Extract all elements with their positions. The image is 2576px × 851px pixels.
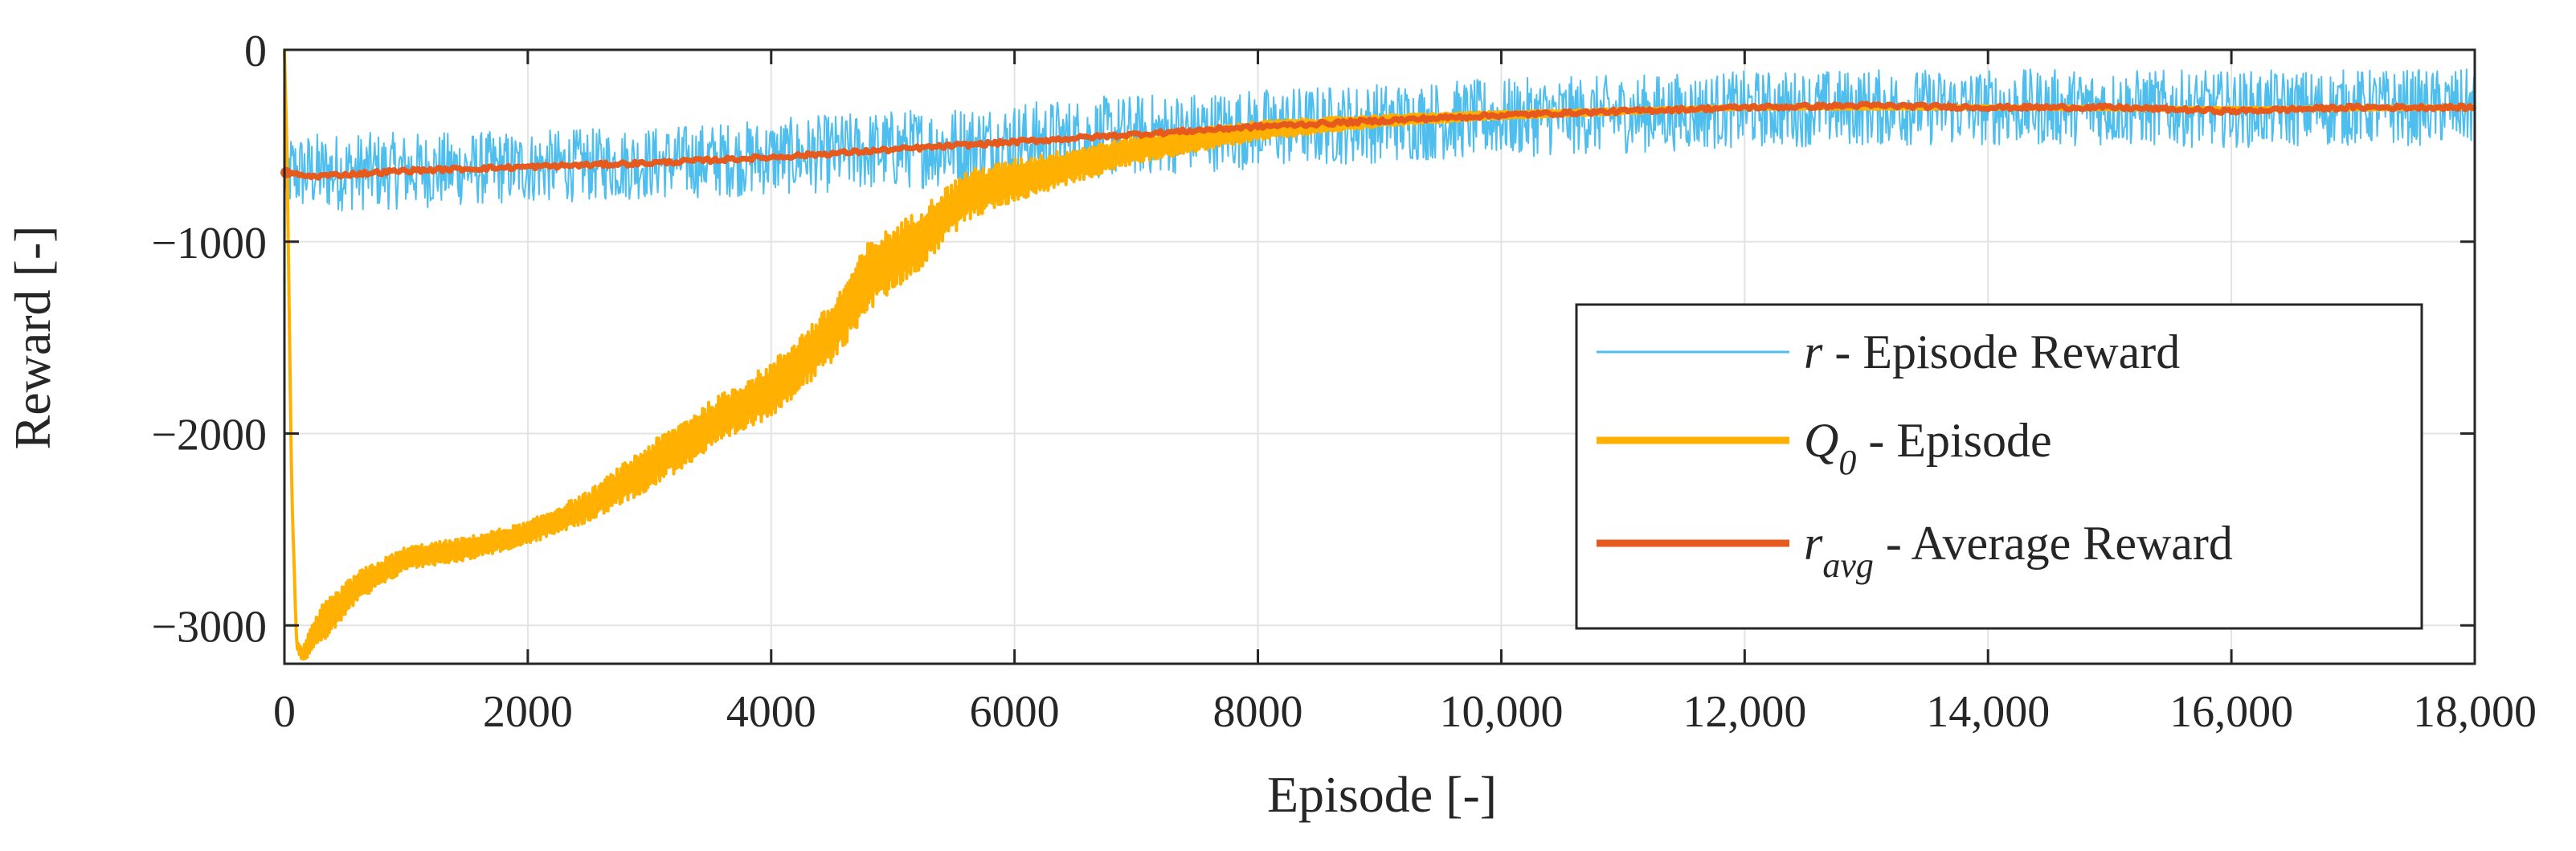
average-reward-start-marker — [280, 166, 292, 178]
x-tick-label: 6000 — [970, 687, 1060, 737]
legend-symbol: r — [1804, 325, 1823, 378]
x-tick-label: 4000 — [726, 687, 816, 737]
y-tick-label: 0 — [244, 27, 267, 76]
legend-subscript: 0 — [1838, 443, 1856, 482]
legend-label: r - Episode Reward — [1804, 325, 2180, 378]
axes — [283, 48, 2476, 665]
legend-description: - Average Reward — [1874, 517, 2233, 570]
y-tick-label: −3000 — [151, 602, 267, 652]
x-tick-label: 0 — [273, 687, 296, 737]
x-tick-label: 14,000 — [1926, 687, 2050, 737]
x-tick-label: 12,000 — [1683, 687, 1806, 737]
y-axis-label: Reward [-] — [4, 226, 61, 450]
legend-symbol: Q — [1804, 414, 1838, 467]
plot-frame — [283, 48, 2476, 665]
legend-label: ravg - Average Reward — [1804, 517, 2233, 585]
legend-description: - Episode — [1856, 414, 2051, 467]
x-tick-label: 2000 — [483, 687, 573, 737]
series-layer — [280, 49, 2477, 661]
x-tick-label: 16,000 — [2169, 687, 2293, 737]
x-tick-label: 10,000 — [1439, 687, 1563, 737]
y-tick-label: −2000 — [151, 411, 267, 460]
legend-subscript: avg — [1822, 546, 1874, 585]
tick-labels: 0 2000 4000 6000 8000 10,000 12,000 14,000 16,00… — [151, 27, 2537, 737]
legend-symbol: r — [1804, 517, 1823, 570]
legend-description: - Episode Reward — [1822, 325, 2180, 378]
legend-box — [1575, 303, 2423, 630]
x-tick-label: 8000 — [1213, 687, 1303, 737]
x-axis-label: Episode [-] — [1267, 766, 1497, 823]
legend-label: Q0 - Episode — [1804, 414, 2052, 482]
y-tick-label: −1000 — [151, 219, 267, 268]
average-reward-line — [284, 100, 2477, 181]
x-tick-label: 18,000 — [2413, 687, 2537, 737]
